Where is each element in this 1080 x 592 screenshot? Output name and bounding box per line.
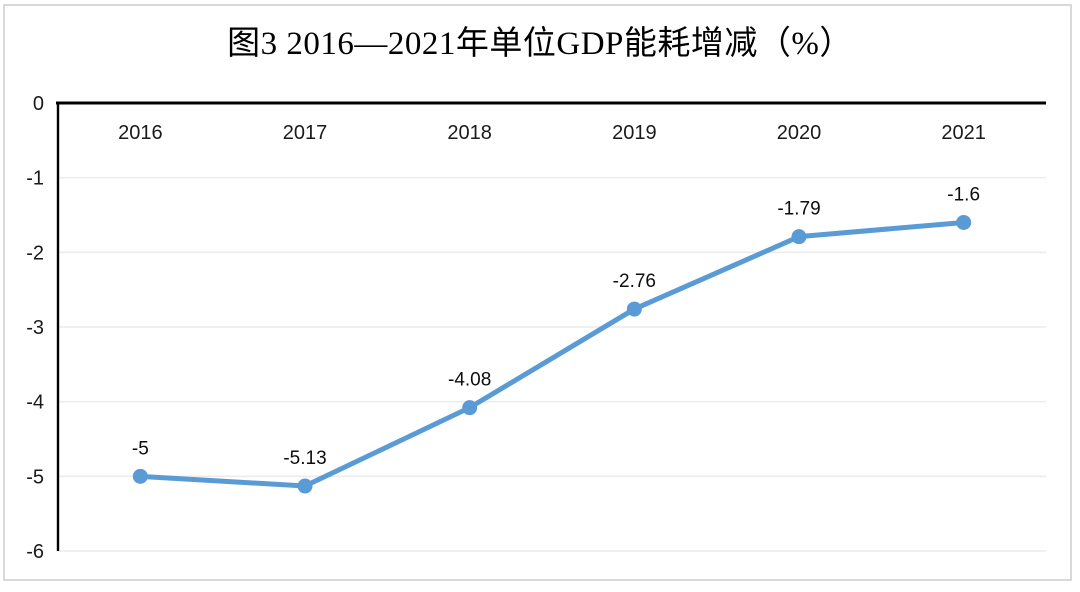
y-tick-label: -3 — [26, 317, 44, 339]
x-tick-label: 2016 — [118, 122, 163, 144]
data-point-label: -5.13 — [283, 448, 326, 469]
data-point-label: -2.76 — [613, 271, 656, 292]
x-tick-label: 2021 — [941, 122, 986, 144]
x-tick-label: 2018 — [447, 122, 492, 144]
y-tick-label: -2 — [26, 242, 44, 264]
x-tick-label: 2017 — [283, 122, 328, 144]
data-point — [626, 301, 642, 317]
data-point-label: -5 — [132, 438, 149, 459]
y-tick-label: -1 — [26, 168, 44, 190]
chart-title: 图3 2016—2021年单位GDP能耗增减（%） — [227, 26, 853, 62]
data-point — [791, 229, 807, 245]
data-point-label: -1.6 — [947, 184, 980, 205]
data-point — [462, 400, 478, 416]
y-tick-label: 0 — [33, 93, 44, 115]
chart-frame — [3, 4, 1072, 581]
data-point-label: -4.08 — [448, 370, 491, 391]
data-point-label: -1.79 — [777, 199, 820, 220]
x-tick-label: 2020 — [777, 122, 822, 144]
y-tick-label: -6 — [26, 541, 44, 563]
data-line — [137, 219, 967, 489]
y-tick-label: -4 — [26, 392, 44, 414]
data-point — [956, 214, 972, 230]
x-tick-label: 2019 — [612, 122, 657, 144]
y-tick-label: -5 — [26, 466, 44, 488]
data-point — [132, 468, 148, 484]
data-point — [297, 478, 313, 494]
